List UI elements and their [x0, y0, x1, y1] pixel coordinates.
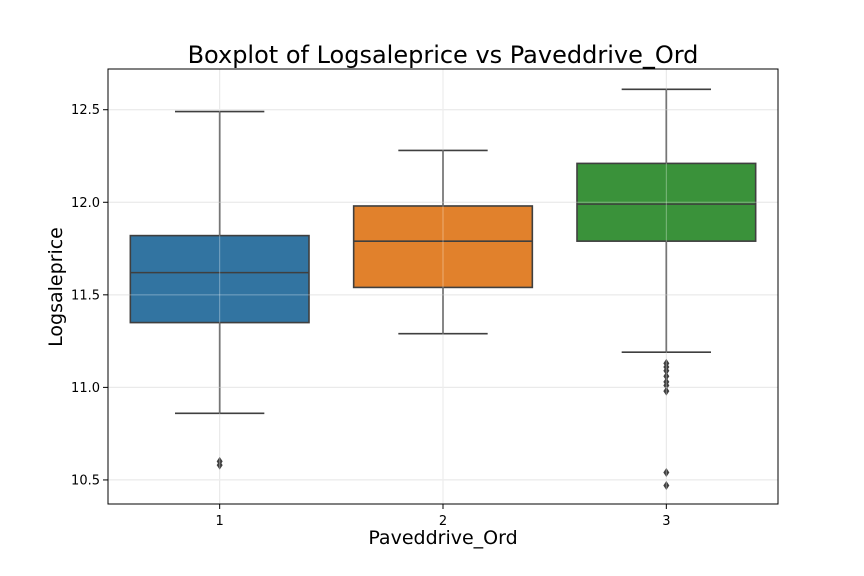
- chart-title: Boxplot of Logsaleprice vs Paveddrive_Or…: [188, 41, 699, 69]
- x-tick-label: 3: [662, 514, 670, 529]
- outlier-point: [663, 381, 670, 391]
- outlier-point: [663, 480, 670, 490]
- outlier-point: [663, 386, 670, 396]
- box-group-1: [129, 110, 310, 470]
- y-axis-label: Logsaleprice: [45, 227, 67, 347]
- box-group-3: [576, 88, 757, 490]
- outlier-point: [663, 366, 670, 376]
- outlier-point: [663, 468, 670, 478]
- y-tick-label: 10.5: [71, 473, 100, 488]
- iqr-box: [576, 162, 757, 242]
- y-tick-label: 12.0: [71, 196, 100, 211]
- x-tick-label: 2: [439, 514, 447, 529]
- y-tick-label: 11.5: [71, 288, 100, 303]
- outlier-point: [663, 371, 670, 381]
- iqr-box: [129, 234, 310, 324]
- x-tick-label: 1: [216, 514, 224, 529]
- outlier-point: [216, 456, 223, 466]
- box-group-2: [352, 149, 534, 335]
- iqr-box: [352, 205, 534, 289]
- y-tick-label: 11.0: [71, 381, 100, 396]
- ticks: 10.5 11.0 11.5 12.0 12.5 1 2 3: [71, 103, 670, 529]
- y-tick-label: 12.5: [71, 103, 100, 118]
- boxes: [108, 69, 778, 504]
- x-axis-label: Paveddrive_Ord: [368, 527, 517, 549]
